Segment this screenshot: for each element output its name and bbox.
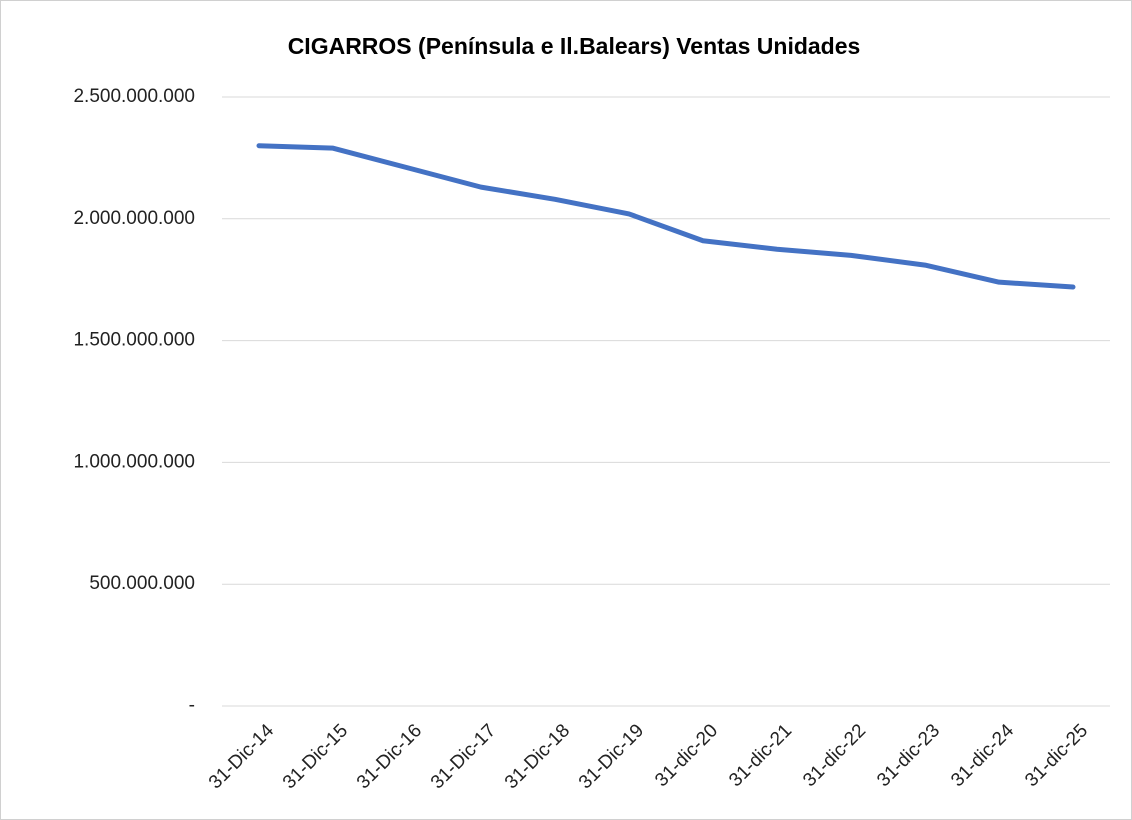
y-tick-label: 2.500.000.000 <box>73 86 195 107</box>
y-tick-label: - <box>189 695 195 716</box>
y-tick-label: 1.500.000.000 <box>73 330 195 351</box>
chart-title: CIGARROS (Península e Il.Balears) Ventas… <box>288 33 861 59</box>
y-tick-label: 1.000.000.000 <box>73 451 195 472</box>
line-series <box>256 143 1076 290</box>
y-tick-label: 500.000.000 <box>89 573 195 594</box>
y-tick-label: 2.000.000.000 <box>73 208 195 229</box>
